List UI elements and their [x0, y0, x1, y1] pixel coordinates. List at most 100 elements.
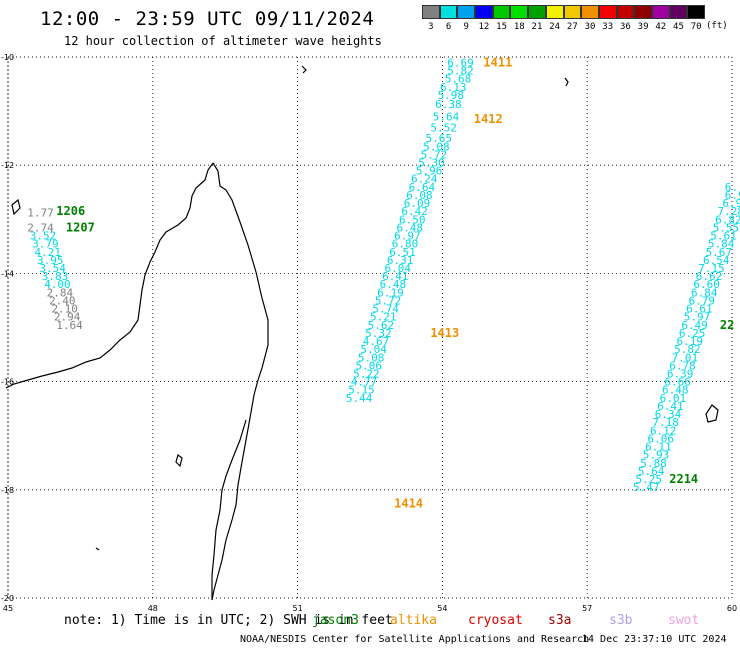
wave-height-value: 2.74	[27, 221, 54, 234]
legend-swatch	[528, 5, 546, 19]
wave-height-value: 4.67	[363, 335, 390, 348]
wave-height-value: 2.40	[49, 294, 76, 307]
legend-swatch	[492, 5, 511, 19]
wave-height-value: 5.64	[638, 465, 665, 478]
lon-tick-label: 45	[3, 604, 13, 613]
legend-label: 45	[673, 22, 684, 32]
mozambique-channel-island	[175, 453, 183, 468]
legend-label: 33	[602, 22, 614, 32]
legend-swatch	[510, 5, 529, 19]
lon-tick-label: 60	[727, 604, 737, 613]
wave-height-value: 6.06	[648, 432, 675, 445]
footer-timestamp: 14 Dec 23:37:10 UTC 2024	[582, 634, 727, 645]
legend-label: 39	[637, 22, 649, 32]
lat-tick-label: -18	[1, 486, 14, 495]
wave-height-value: 3.95	[37, 254, 64, 267]
legend-bin: 15	[492, 5, 511, 33]
wave-height-value: 3.79	[32, 238, 59, 251]
pass-time-label: 22	[720, 318, 734, 332]
wave-height-value: 6.64	[409, 181, 436, 194]
wave-height-value: 5.06	[356, 359, 383, 372]
wave-height-value: 6.97	[394, 230, 421, 243]
wave-height-value: 4.00	[44, 278, 70, 291]
wave-height-value: 6.78	[669, 359, 696, 372]
mascarene-shoal	[95, 547, 100, 551]
pass-time-label: 1413	[430, 326, 459, 340]
wave-height-value: 1.64	[56, 319, 83, 332]
wave-height-value: 6.19	[377, 286, 404, 299]
legend-swatch	[581, 5, 599, 19]
legend-bin: 30	[581, 5, 599, 33]
satellite-label-jason3: jason3	[312, 613, 359, 628]
wave-height-value: 5.44	[346, 392, 373, 405]
wave-height-value: 3.83	[42, 270, 69, 283]
wave-height-value: 5.25	[635, 473, 662, 486]
satellite-label-swot: swot	[668, 613, 700, 628]
wave-height-value: 6.49	[681, 319, 708, 332]
lat-tick-label: -12	[1, 161, 14, 170]
legend-swatch	[422, 5, 440, 19]
wave-height-value: 6.48	[380, 278, 407, 291]
satellite-label-s3a: s3a	[548, 613, 572, 628]
axis-ticks: 45 48 51 54 57 60 -10 -12 -14 -16 -18 -20	[1, 53, 737, 613]
legend-label: 6	[445, 22, 452, 32]
wave-height-value: 6.24	[411, 173, 438, 186]
satellite-label-cryosat: cryosat	[468, 613, 523, 628]
wave-height-value: 6.31	[387, 254, 414, 267]
wave-height-value: 5.08	[358, 351, 385, 364]
legend-swatch	[457, 5, 476, 19]
legend-swatch	[598, 5, 617, 19]
wave-height-value: 5.97	[684, 311, 711, 324]
wave-height-value: 6.19	[676, 335, 703, 348]
lon-tick-label: 54	[437, 604, 447, 613]
wave-height-value: 6.84	[691, 286, 718, 299]
wave-height-value: 1.77	[27, 206, 54, 219]
wave-height-value: 6.08	[406, 189, 433, 202]
page-subtitle: 12 hour collection of altimeter wave hei…	[64, 34, 382, 48]
wave-height-value: 6.41	[382, 270, 409, 283]
wave-height-value: 5.72	[375, 294, 402, 307]
wave-height-value: 6.25	[679, 327, 706, 340]
wave-height-value: 6.54	[703, 254, 730, 267]
wave-height-value: 5.15	[348, 384, 375, 397]
wave-height-value: 6.48	[397, 221, 424, 234]
lon-tick-label: 57	[582, 604, 592, 613]
wave-height-value: 5.72	[421, 148, 448, 161]
legend-label: 15	[496, 22, 508, 32]
wave-height-value: 2.84	[47, 286, 74, 299]
wave-height-value: 5.74	[372, 303, 399, 316]
wave-height-value: 6.39	[667, 367, 694, 380]
wave-height-value: 6.11	[645, 441, 672, 454]
legend-label: 21	[531, 22, 543, 32]
wave-height-value: 5.65	[426, 132, 453, 145]
legend-bin: 39	[634, 5, 652, 33]
satellite-label-s3b: s3b	[609, 613, 633, 628]
wave-height-value: 7.15	[698, 262, 725, 275]
wave-height-value: 6.51	[389, 246, 416, 259]
wave-height-value: 6.34	[655, 408, 682, 421]
wave-height-value: 4.77	[351, 376, 378, 389]
lon-tick-label: 51	[293, 604, 303, 613]
legend-swatch	[651, 5, 670, 19]
wave-height-value: 5.32	[365, 327, 392, 340]
legend-swatch	[669, 5, 688, 19]
color-legend: 3 6 9 12 15 18 21 24 27 30 33 36 39 42 45 70	[422, 5, 705, 33]
wave-height-value: 5.62	[368, 319, 395, 332]
pass-time-label: 1412	[474, 112, 503, 126]
legend-swatch	[687, 5, 705, 19]
wave-height-value: 5.22	[353, 367, 380, 380]
wave-height-value: 6.60	[693, 278, 720, 291]
legend-label: 24	[549, 22, 561, 32]
footer-credit: NOAA/NESDIS Center for Satellite Applica…	[240, 634, 590, 645]
wave-height-value: 6.50	[399, 213, 426, 226]
legend-swatch	[634, 5, 652, 19]
wave-height-value: 6.12	[650, 424, 677, 437]
wave-height-value: 6.69	[447, 56, 474, 69]
madagascar-west-coastline	[5, 162, 214, 389]
wave-height-value: 6.62	[696, 270, 723, 283]
legend-bin: 9	[457, 5, 476, 33]
legend-bin: 21	[528, 5, 546, 33]
wave-height-value: 6.79	[689, 294, 716, 307]
wave-height-value: 6.9	[725, 189, 740, 202]
